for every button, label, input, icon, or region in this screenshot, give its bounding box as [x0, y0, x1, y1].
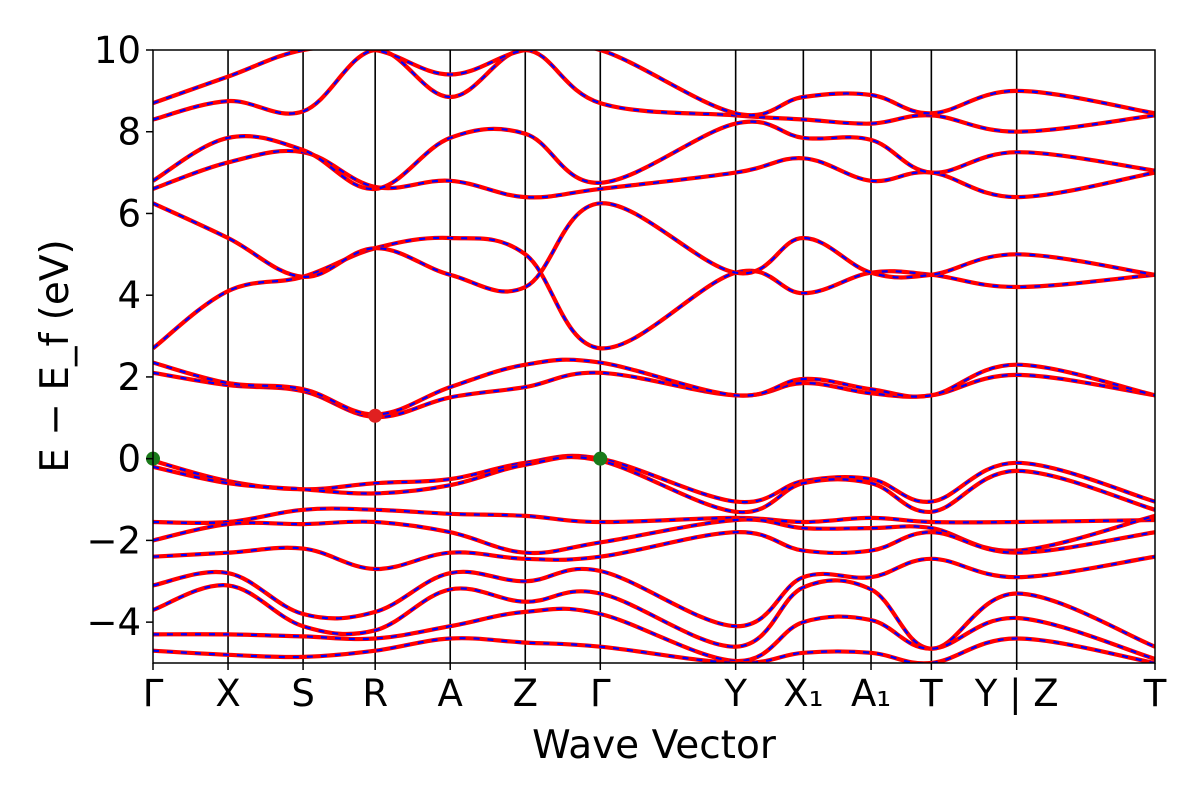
band-line-blue — [153, 531, 1155, 571]
band-line-blue — [153, 371, 1155, 419]
y-axis-ticks: −4 −2 0 2 4 6 8 10 — [86, 29, 153, 644]
x-tick-label: Y | Z — [974, 672, 1059, 715]
x-tick-label: Γ — [143, 672, 164, 715]
y-tick-label: 8 — [117, 111, 141, 154]
band-line-red — [153, 636, 1155, 663]
y-tick-label: 6 — [117, 192, 141, 235]
x-tick-label: Y — [723, 672, 747, 715]
y-tick-label: −4 — [86, 601, 141, 644]
cbm-marker — [368, 408, 383, 423]
x-axis-ticks: Γ X S R A Z Γ Y X₁ A₁ T Y | Z T — [143, 663, 1167, 715]
band-line-blue — [153, 358, 1155, 416]
y-tick-label: 10 — [94, 29, 141, 72]
y-tick-label: −2 — [86, 519, 141, 562]
band-line-blue — [153, 455, 1155, 514]
vbm-marker — [593, 451, 608, 466]
band-line-blue — [153, 555, 1155, 628]
x-tick-label: X₁ — [783, 672, 823, 715]
plot-background — [153, 50, 1155, 663]
bands — [153, 50, 1155, 663]
band-line-blue — [153, 579, 1155, 650]
y-tick-label: 0 — [117, 438, 141, 481]
x-tick-label: A — [438, 672, 463, 715]
y-tick-label: 4 — [117, 274, 141, 317]
x-tick-label: S — [291, 672, 315, 715]
plot-frame — [152, 49, 1156, 664]
x-tick-label: A₁ — [851, 672, 891, 715]
x-axis-title: Wave Vector — [532, 723, 777, 768]
band-line-blue — [153, 202, 1155, 293]
x-tick-label: X — [215, 672, 240, 715]
band-line-blue — [153, 514, 1155, 555]
x-tick-label: T — [919, 672, 943, 715]
y-axis-title: E − E_f (eV) — [33, 239, 78, 473]
band-line-blue — [153, 607, 1155, 663]
band-line-red — [153, 506, 1155, 526]
band-line-blue — [153, 120, 1155, 191]
x-tick-label: Γ — [590, 672, 611, 715]
x-tick-label: T — [1143, 672, 1167, 715]
band-line-blue — [153, 50, 1155, 117]
x-tick-label: R — [362, 672, 388, 715]
x-tick-label: Z — [513, 672, 538, 715]
y-tick-label: 2 — [117, 356, 141, 399]
band-line-blue — [153, 50, 1155, 133]
